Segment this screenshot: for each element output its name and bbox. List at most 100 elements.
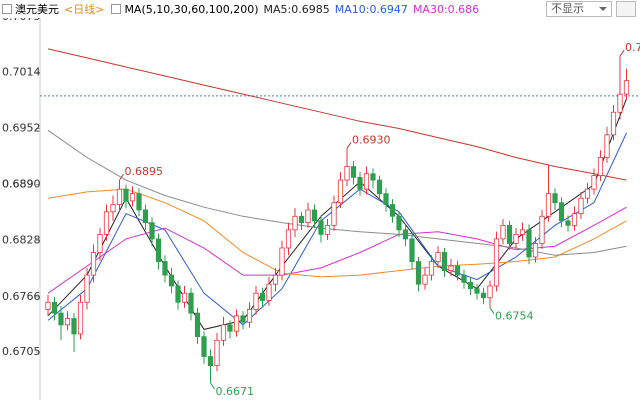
candle-body [149, 222, 155, 240]
candle-body [519, 229, 526, 235]
ma-line [47, 48, 627, 181]
candle-body [422, 274, 428, 285]
candle-body [103, 211, 110, 235]
candle-body [539, 215, 545, 244]
candle-body [467, 281, 474, 290]
candle-body [272, 274, 279, 285]
annotation: 0.7032 [625, 41, 640, 54]
candle-body [207, 356, 214, 367]
candle-body [298, 215, 305, 224]
legend-entry: MA10:0.6947 [334, 2, 408, 16]
candle-body [129, 193, 136, 202]
candle-body [266, 283, 272, 301]
annotation: 0.6671 [216, 385, 255, 398]
candle-body [194, 312, 201, 338]
candle-body [155, 238, 162, 262]
menu-icon[interactable] [2, 4, 12, 14]
candle-body [51, 301, 58, 314]
candle-body [617, 93, 623, 113]
candle-body [409, 238, 415, 262]
candle-body [344, 166, 350, 181]
candle-body [545, 193, 552, 217]
legend: MA5:0.6985 MA10:0.6947 MA30:0.686 [264, 3, 485, 16]
candle-body [188, 292, 194, 314]
candle-body [175, 285, 181, 303]
annotation-leader [489, 307, 495, 314]
candle-body [253, 292, 259, 310]
period[interactable]: <日线> [64, 3, 105, 16]
candle-body [337, 179, 344, 204]
candle-body [233, 315, 240, 332]
candle-body [246, 309, 253, 323]
candle-body [357, 176, 363, 190]
ma-settings[interactable]: MA(5,10,30,60,100,200) [124, 2, 259, 16]
annotation: 0.6754 [495, 310, 534, 323]
candle-body [279, 247, 285, 276]
candle-body [181, 292, 188, 303]
y-tick-label: 0.689 [2, 178, 34, 191]
candle-body [90, 252, 97, 276]
candle-body [116, 188, 123, 205]
annotation: 0.6895 [125, 165, 164, 178]
candle-body [220, 324, 227, 341]
y-tick-label: 0.6828 [2, 234, 41, 247]
candle-body [558, 202, 565, 222]
candle-body [318, 220, 324, 235]
candle-body [259, 292, 266, 301]
candle-body [584, 188, 591, 199]
candle-body [480, 292, 487, 299]
candle-body [84, 274, 90, 303]
candle-body [71, 318, 77, 335]
candle-body [311, 209, 318, 222]
candle-body [402, 229, 409, 240]
candle-body [162, 261, 168, 276]
candle-body [513, 233, 519, 244]
candle-body [110, 204, 116, 213]
y-tick-label: 0.6952 [2, 122, 41, 135]
candle-body [350, 166, 357, 178]
candle-body [370, 173, 376, 181]
candle-body [552, 193, 558, 204]
display-select[interactable]: 不显示 [546, 1, 612, 17]
candle-body [428, 261, 435, 276]
candle-body [493, 238, 500, 287]
candle-body [64, 318, 71, 326]
candle-body [415, 261, 422, 285]
ma-toggle[interactable] [111, 4, 122, 14]
candle-body [396, 215, 402, 231]
settings-button[interactable] [616, 1, 636, 17]
annotation-leader [619, 49, 625, 57]
candle-body [623, 80, 630, 95]
candle-body [240, 315, 246, 323]
candle-body [532, 243, 539, 258]
candle-body [500, 224, 506, 240]
annotation-leader [119, 173, 124, 181]
candle-body [45, 301, 51, 310]
candle-body [448, 265, 454, 271]
annotation-leader [346, 142, 352, 149]
candle-body [227, 324, 233, 332]
candle-body [487, 285, 493, 299]
symbol: 澳元美元 [15, 3, 59, 16]
candle-body [454, 265, 461, 276]
candle-body [435, 252, 441, 262]
candle-body [363, 173, 370, 190]
candle-body [571, 213, 578, 226]
candle-body [597, 157, 604, 176]
candle-body [136, 193, 142, 211]
candle-body [77, 301, 84, 335]
legend-entry: MA5:0.6985 [263, 2, 330, 16]
candle-body [526, 229, 532, 258]
candle-body [565, 220, 571, 226]
y-tick-label: 0.7014 [2, 65, 41, 78]
candle-body [201, 336, 207, 357]
y-tick-label: 0.6890 [2, 178, 41, 191]
candle-body [324, 224, 331, 235]
candle-body [58, 312, 64, 326]
candle-body [389, 204, 396, 217]
candle-body [331, 202, 337, 226]
candle-body [168, 274, 175, 287]
annotation: 0.6930 [352, 133, 391, 146]
